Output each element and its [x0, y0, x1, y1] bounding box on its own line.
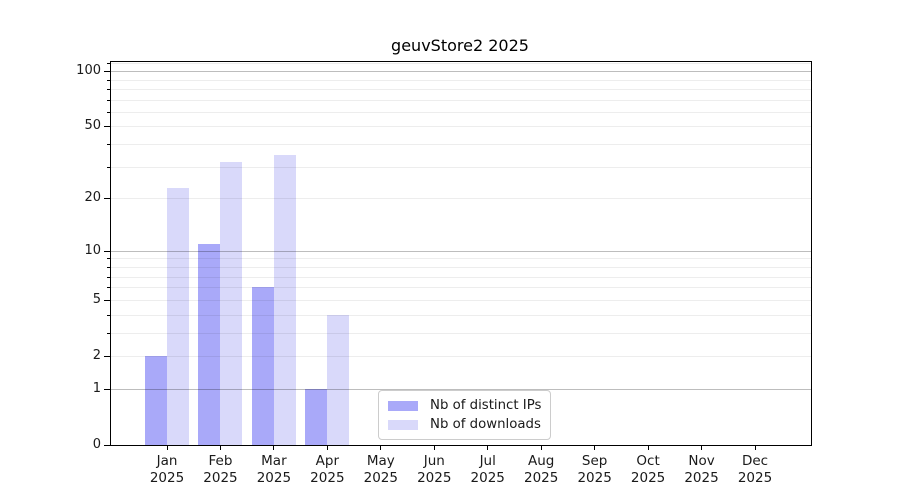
y-minor-tick	[107, 99, 111, 101]
x-tick	[647, 445, 649, 450]
gridline-minor	[111, 198, 811, 200]
x-tick-label: Aug 2025	[523, 453, 559, 486]
legend-swatch-distinct-ips	[388, 400, 418, 411]
gridline-minor	[111, 63, 811, 65]
y-minor-tick	[107, 144, 111, 146]
y-minor-tick	[107, 332, 111, 334]
y-minor-tick	[107, 166, 111, 168]
y-minor-tick	[107, 111, 111, 113]
gridline-major	[111, 388, 811, 390]
x-tick	[326, 445, 328, 450]
x-tick	[487, 445, 489, 450]
y-minor-tick	[107, 314, 111, 316]
bar-distinct-ips-apr	[305, 388, 328, 445]
gridline-minor	[111, 111, 811, 113]
gridline-minor	[111, 276, 811, 278]
bar-distinct-ips-jan	[145, 355, 167, 445]
x-tick	[754, 445, 756, 450]
bar-distinct-ips-feb	[198, 243, 221, 445]
gridline-minor	[111, 287, 811, 289]
legend: Nb of distinct IPs Nb of downloads	[378, 390, 552, 440]
y-tick-label: 100	[76, 63, 101, 79]
gridline-minor	[111, 126, 811, 128]
y-tick	[104, 198, 111, 200]
x-tick-label: Feb 2025	[203, 453, 238, 486]
x-tick	[701, 445, 703, 450]
bar-distinct-ips-mar	[251, 287, 274, 445]
chart-title: geuvStore2 2025	[391, 36, 529, 55]
x-tick	[433, 445, 435, 450]
y-minor-tick	[107, 287, 111, 289]
y-tick-label: 0	[92, 437, 101, 452]
gridline-minor	[111, 88, 811, 90]
y-minor-tick	[107, 266, 111, 268]
y-minor-tick	[107, 88, 111, 90]
x-tick	[380, 445, 382, 450]
y-tick	[104, 355, 111, 357]
legend-row-downloads: Nb of downloads	[388, 415, 541, 434]
x-tick-label: Apr 2025	[310, 453, 345, 486]
x-tick	[166, 445, 168, 450]
gridline-minor	[111, 99, 811, 101]
y-tick	[104, 126, 111, 128]
x-tick-label: Jun 2025	[417, 453, 452, 486]
y-tick-label: 5	[92, 291, 101, 307]
legend-swatch-downloads	[388, 419, 418, 430]
y-tick-label: 1	[92, 380, 101, 396]
y-tick	[104, 388, 111, 390]
y-tick	[104, 299, 111, 301]
x-tick-label: Mar 2025	[256, 453, 292, 486]
x-tick	[219, 445, 221, 450]
y-minor-tick	[107, 276, 111, 278]
legend-row-distinct-ips: Nb of distinct IPs	[388, 396, 541, 415]
gridline-major	[111, 71, 811, 73]
x-tick-label: Jul 2025	[470, 453, 505, 486]
x-tick	[540, 445, 542, 450]
y-tick	[104, 71, 111, 73]
y-minor-tick	[107, 258, 111, 260]
y-minor-tick	[107, 63, 111, 65]
legend-label-distinct-ips: Nb of distinct IPs	[430, 398, 542, 413]
bar-downloads-jan	[167, 187, 189, 445]
y-tick-label: 2	[92, 347, 101, 363]
gridline-minor	[111, 314, 811, 316]
gridline-minor	[111, 258, 811, 260]
x-tick	[273, 445, 275, 450]
y-tick	[104, 250, 111, 252]
gridline-minor	[111, 299, 811, 301]
gridline-minor	[111, 355, 811, 357]
plot-area: 0 1 2 5 10 20 50 100 Jan 2025 Feb 2025 Mar 2025 Apr 202…	[76, 61, 812, 486]
x-tick-label: Sep 2025	[577, 453, 612, 486]
gridline-minor	[111, 332, 811, 334]
y-minor-tick	[107, 79, 111, 81]
gridline-minor	[111, 144, 811, 146]
x-tick-label: Nov 2025	[684, 453, 719, 486]
gridline-minor	[111, 266, 811, 268]
x-tick-label: May 2025	[363, 453, 398, 486]
bar-downloads-feb	[220, 161, 243, 445]
y-tick-label: 50	[84, 118, 101, 134]
gridline-major	[111, 250, 811, 252]
x-tick	[594, 445, 596, 450]
x-tick-label: Oct 2025	[630, 453, 666, 486]
x-tick-label: Jan 2025	[149, 453, 185, 486]
legend-label-downloads: Nb of downloads	[430, 417, 541, 432]
y-tick-label: 10	[84, 242, 101, 258]
gridline-minor	[111, 79, 811, 81]
gridline-minor	[111, 166, 811, 168]
bar-downloads-mar	[273, 154, 296, 445]
y-tick-label: 20	[84, 190, 101, 206]
x-tick-label: Dec 2025	[737, 453, 773, 486]
bar-downloads-apr	[327, 314, 350, 445]
y-tick	[104, 445, 111, 446]
